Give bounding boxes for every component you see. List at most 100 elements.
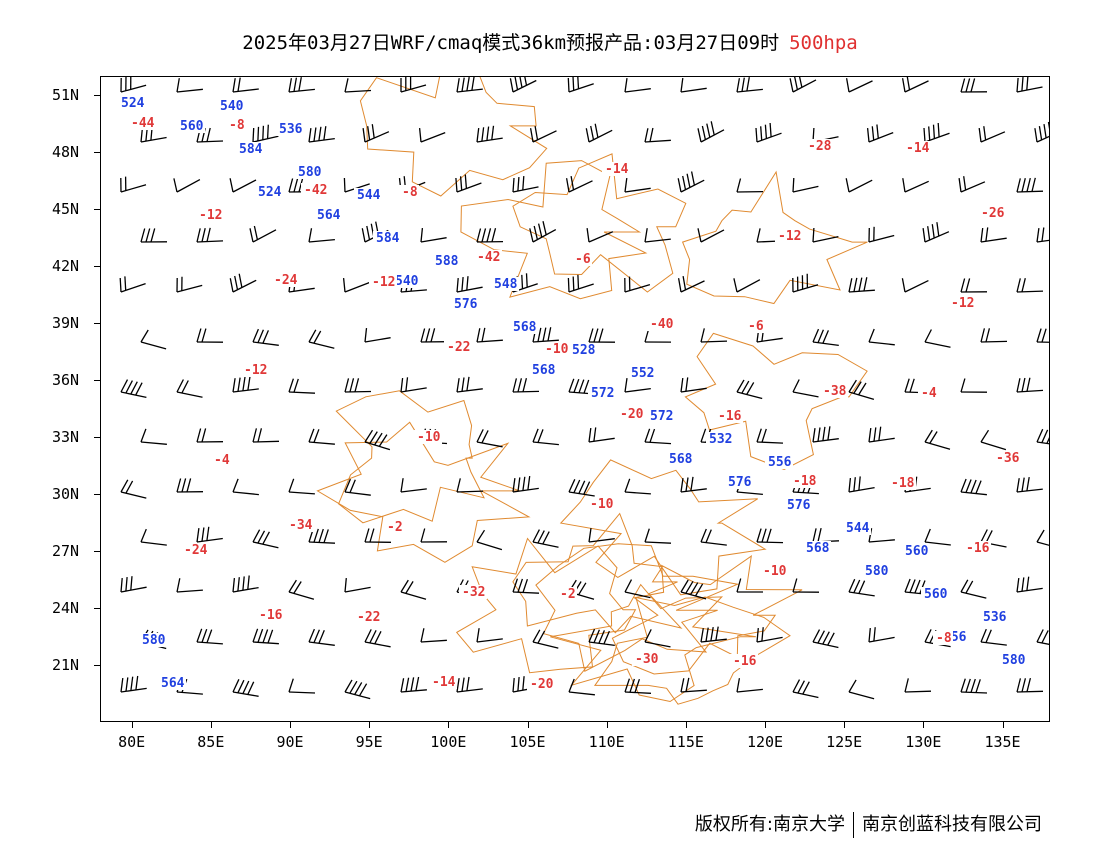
barb-feather (812, 227, 815, 243)
barb-shaft (476, 441, 503, 448)
barb-shaft (736, 688, 763, 693)
wind-barb (140, 228, 168, 243)
barb-shaft (700, 129, 725, 143)
barb-feather (1041, 630, 1049, 644)
wind-barb (252, 428, 280, 443)
label-background (527, 677, 555, 691)
wind-barb (1016, 576, 1043, 593)
barb-shaft (344, 281, 370, 293)
barb-feather (914, 579, 921, 594)
barb-feather (1047, 121, 1049, 130)
barb-feather (682, 175, 687, 190)
wind-barb (960, 78, 988, 93)
label-background (617, 407, 645, 421)
barb-feather (486, 126, 490, 141)
wind-barb (288, 77, 315, 93)
barb-feather (512, 478, 516, 493)
temperature-label: -10 (590, 497, 614, 512)
barb-shaft (308, 137, 335, 143)
wind-barb (120, 479, 147, 499)
temperature-label: -10 (417, 430, 441, 445)
label-background (276, 122, 304, 136)
barb-feather (522, 378, 528, 392)
wind-barb (680, 78, 707, 93)
barb-feather (1043, 124, 1047, 138)
border-line (460, 160, 648, 300)
wind-barb (923, 122, 950, 143)
wind-barb (120, 77, 147, 93)
barb-feather (586, 228, 590, 243)
barb-feather (361, 228, 366, 243)
barb-feather (567, 77, 570, 93)
barb-feather (690, 171, 696, 186)
pressure-level: 500hpa (789, 32, 858, 54)
barb-feather (853, 277, 858, 292)
wind-barb (736, 578, 763, 593)
label-background (181, 543, 209, 557)
lat-tick (94, 494, 100, 495)
barb-feather (761, 528, 767, 543)
barb-shaft (252, 229, 277, 243)
barb-feather (588, 528, 592, 543)
label-background (158, 676, 186, 690)
label-background (301, 183, 329, 197)
wind-barb (697, 228, 725, 243)
barb-feather (237, 77, 241, 92)
wind-barb (173, 178, 201, 193)
temperature-label: -8 (229, 118, 245, 133)
barb-feather (476, 429, 484, 443)
lon-label: 90E (276, 733, 304, 751)
barb-feather (512, 578, 519, 593)
lon-label: 120E (746, 733, 784, 751)
barb-feather (677, 278, 682, 293)
barb-feather (583, 379, 590, 394)
label-background (491, 277, 519, 291)
lat-label: 36N (52, 371, 80, 389)
barb-feather (344, 378, 350, 393)
barb-feather (476, 328, 481, 343)
barb-shaft (344, 390, 372, 393)
wind-barb (344, 679, 371, 700)
barb-feather (456, 378, 460, 393)
barb-feather (924, 528, 931, 543)
barb-feather (578, 480, 586, 494)
barb-shaft (700, 638, 727, 643)
wind-barb (960, 478, 987, 496)
barb-shaft (756, 541, 784, 544)
barb-feather (741, 380, 750, 394)
wind-barb (400, 676, 427, 693)
temperature-label: -42 (477, 250, 500, 265)
barb-feather (1021, 477, 1025, 492)
barb-feather (924, 629, 932, 643)
lon-tick (527, 722, 529, 728)
barb-feather (570, 175, 575, 191)
barb-feather (466, 376, 470, 391)
height-label: 540 (395, 274, 419, 289)
barb-shaft (232, 179, 257, 193)
lon-label: 100E (430, 733, 467, 751)
wind-barb (1034, 121, 1049, 143)
barb-shaft (756, 636, 783, 643)
label-background (474, 250, 502, 264)
barb-feather (700, 428, 707, 443)
wind-barb (960, 678, 988, 694)
barb-feather (120, 379, 129, 393)
wind-barb (344, 478, 371, 496)
wind-barb (532, 529, 559, 548)
barb-shaft (512, 591, 540, 594)
barb-feather (975, 679, 981, 693)
wind-barb (232, 376, 259, 393)
barb-feather (1021, 178, 1026, 192)
label-background (384, 520, 404, 534)
barb-feather (1041, 429, 1049, 443)
barb-feather (476, 628, 480, 643)
wind-barb (588, 628, 615, 647)
wind-barb (420, 328, 448, 343)
barb-feather (206, 526, 210, 541)
barb-feather (1026, 576, 1030, 591)
barb-feather (797, 680, 805, 694)
temperature-label: -18 (891, 476, 915, 491)
barb-feather (700, 628, 704, 643)
barb-shaft (1016, 389, 1044, 393)
barb-feather (1021, 278, 1026, 292)
